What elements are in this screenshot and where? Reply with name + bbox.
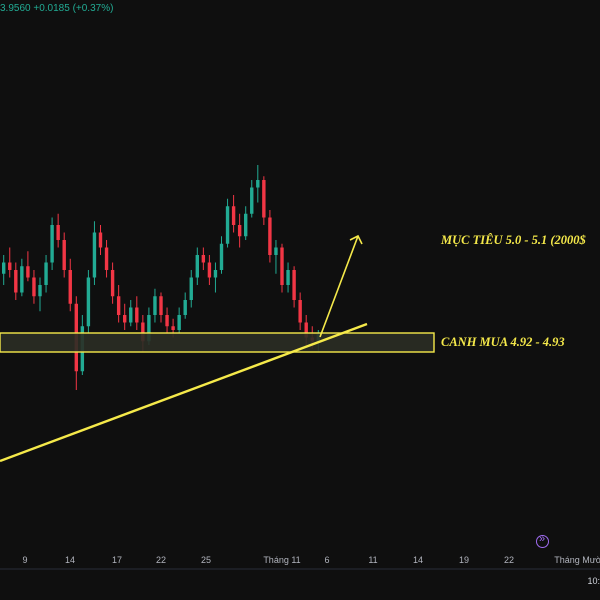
x-tick-label: Tháng 11 xyxy=(263,555,300,565)
candle-body xyxy=(244,213,248,237)
candle-body xyxy=(104,247,109,270)
candle-body xyxy=(32,277,36,297)
candle-body xyxy=(44,262,48,285)
candle-body xyxy=(50,225,54,263)
x-tick-label: 25 xyxy=(201,555,211,565)
x-tick-label: 11 xyxy=(368,555,377,565)
candle-body xyxy=(110,270,115,297)
scroll-to-realtime-icon[interactable] xyxy=(536,533,549,548)
buy-zone-label: CANH MUA 4.92 - 4.93 xyxy=(441,335,565,349)
price-header: 3.9560 +0.0185 (+0.37%) xyxy=(0,3,114,14)
candle-body xyxy=(298,300,302,323)
time-readout: 10: xyxy=(587,576,600,586)
candle-body xyxy=(153,296,157,315)
target-arrow[interactable] xyxy=(319,235,359,338)
x-tick-label: 22 xyxy=(156,555,166,565)
candle-body xyxy=(195,255,199,278)
candle-body xyxy=(8,262,12,270)
x-tick-label: Tháng Mườ xyxy=(554,555,600,565)
x-tick-label: 14 xyxy=(413,555,423,565)
candle-body xyxy=(62,240,66,270)
candle-body xyxy=(2,262,6,274)
candle-body xyxy=(256,180,260,188)
x-axis: 9 14 17 22 25 Tháng 11 6 11 14 19 22 Tháng Mườ xyxy=(0,555,600,570)
candles-group xyxy=(2,165,320,390)
candle-body xyxy=(98,232,103,248)
candle-body xyxy=(207,262,212,278)
target-arrow-head xyxy=(349,234,363,245)
candle-body xyxy=(20,266,24,293)
candle-body xyxy=(123,315,127,323)
candle-body xyxy=(231,206,236,225)
candle-body xyxy=(177,315,181,330)
candle-body xyxy=(135,307,139,323)
candle-body xyxy=(159,296,163,315)
candle-body xyxy=(274,247,278,255)
candle-body xyxy=(183,300,187,315)
candle-body xyxy=(26,266,30,278)
candle-body xyxy=(92,232,97,278)
x-tick-label: 9 xyxy=(22,555,27,565)
candle-body xyxy=(86,277,91,327)
candle-body xyxy=(250,187,254,214)
candle-body xyxy=(304,322,308,338)
candle-body xyxy=(237,225,242,237)
candle-body xyxy=(189,277,193,300)
x-tick-label: 14 xyxy=(65,555,75,565)
candle-body xyxy=(147,315,151,342)
candle-body xyxy=(129,307,133,323)
candle-body xyxy=(268,217,272,255)
candle-body xyxy=(56,225,60,240)
candle-body xyxy=(219,243,224,270)
candle-body xyxy=(171,326,175,330)
candle-body xyxy=(165,315,169,327)
candle-body xyxy=(286,270,290,285)
candle-body xyxy=(262,180,266,218)
candle-body xyxy=(213,270,218,278)
x-tick-label: 22 xyxy=(504,555,514,565)
target-label: MỤC TIÊU 5.0 - 5.1 (2000$ xyxy=(441,233,586,247)
x-tick-label: 19 xyxy=(459,555,469,565)
candle-body xyxy=(38,285,42,297)
candle-body xyxy=(201,255,206,263)
trendline[interactable] xyxy=(0,322,368,463)
candle-body xyxy=(116,296,121,315)
candle-body xyxy=(14,270,18,293)
x-tick-label: 17 xyxy=(112,555,122,565)
candle-body xyxy=(141,322,145,342)
candle-body xyxy=(225,206,230,244)
candle-body xyxy=(292,270,296,300)
candle-body xyxy=(280,247,284,285)
x-tick-label: 6 xyxy=(324,555,329,565)
drawings-group xyxy=(0,234,435,463)
buy-zone-box[interactable] xyxy=(0,332,435,353)
candle-body xyxy=(68,270,72,304)
